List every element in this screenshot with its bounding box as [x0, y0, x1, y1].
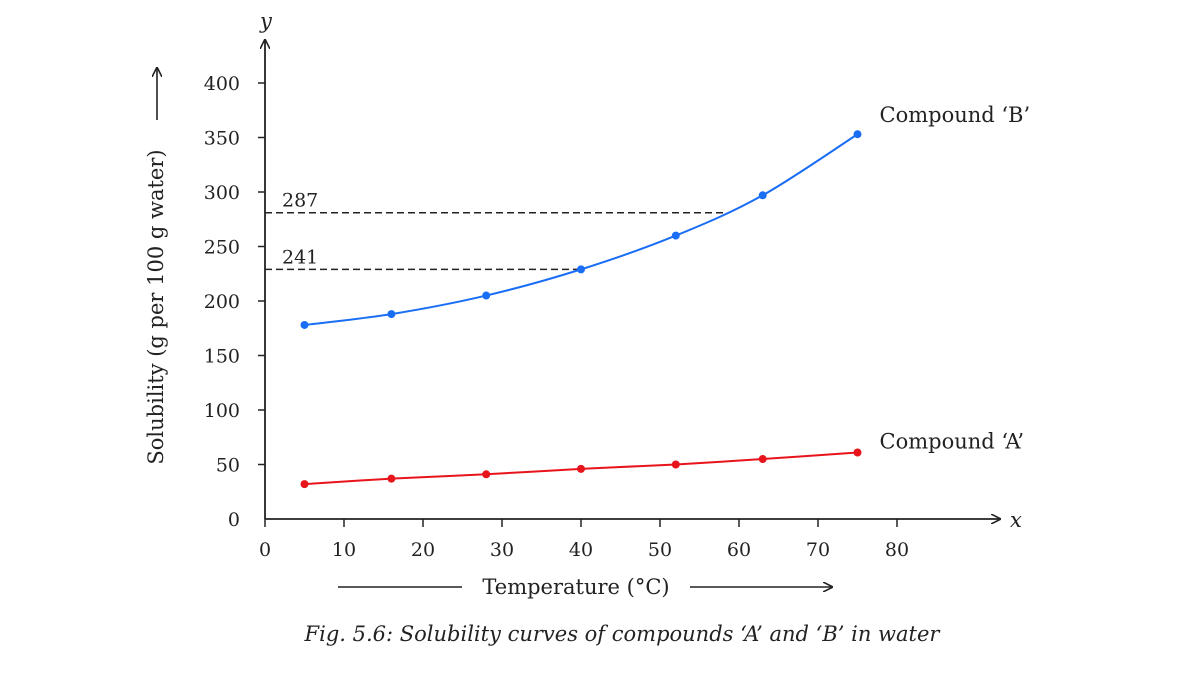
axes: y x [259, 9, 1022, 532]
y-tick-label: 200 [204, 291, 240, 313]
x-axis-label: Temperature (°C) [482, 575, 669, 599]
data-point [482, 291, 491, 300]
x-tick-label: 0 [259, 539, 271, 561]
data-point [758, 455, 767, 464]
reference-label: 241 [282, 246, 318, 268]
y-axis-symbol: y [259, 9, 273, 33]
x-tick-label: 30 [490, 539, 514, 561]
data-point [853, 130, 862, 139]
x-tick-label: 20 [411, 539, 435, 561]
data-point [300, 320, 309, 329]
y-tick-label: 50 [216, 455, 240, 477]
y-axis-label-group: Solubility (g per 100 g water) [144, 68, 168, 465]
y-tick-label: 100 [204, 400, 240, 422]
y-axis-label: Solubility (g per 100 g water) [144, 149, 168, 464]
data-point [577, 265, 585, 274]
x-tick-label: 40 [569, 539, 593, 561]
data-point [482, 470, 491, 479]
y-tick-label: 350 [204, 128, 240, 150]
data-point [577, 464, 585, 473]
figure-caption: Fig. 5.6: Solubility curves of compounds… [304, 622, 942, 646]
x-tick-label: 10 [332, 539, 356, 561]
data-point [300, 480, 309, 489]
data-point [387, 474, 396, 483]
data-point [671, 231, 680, 240]
series-line-0 [304, 133, 859, 326]
data-point [387, 310, 396, 319]
reference-label: 287 [282, 190, 318, 212]
series-label: Compound ‘B’ [880, 103, 1031, 127]
x-tick-label: 60 [727, 539, 751, 561]
data-point [853, 448, 862, 457]
series-label: Compound ‘A’ [880, 430, 1025, 454]
y-tick-label: 300 [204, 182, 240, 204]
data-point [758, 191, 767, 200]
y-tick-label: 250 [204, 237, 240, 259]
y-tick-label: 0 [228, 509, 240, 531]
x-axis-label-group: Temperature (°C) [338, 575, 832, 599]
x-tick-label: 70 [806, 539, 830, 561]
data-point [671, 460, 680, 469]
y-tick-label: 150 [204, 346, 240, 368]
x-tick-label: 50 [648, 539, 672, 561]
x-axis-symbol: x [1010, 508, 1022, 532]
y-tick-label: 400 [204, 73, 240, 95]
x-tick-label: 80 [885, 539, 909, 561]
